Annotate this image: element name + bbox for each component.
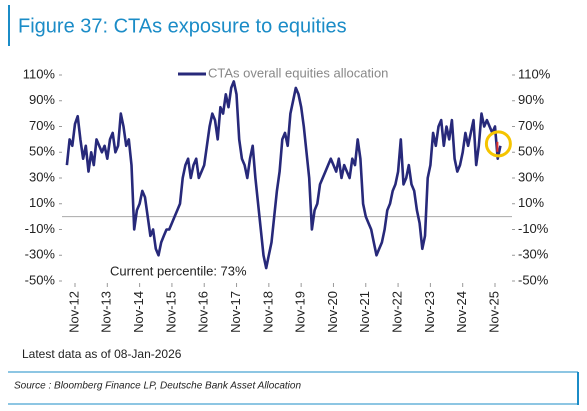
footnote: Latest data as of 08-Jan-2026 <box>22 347 182 361</box>
y2-tick-label: 90% <box>518 92 544 107</box>
y2-tick-label: 10% <box>518 195 544 210</box>
x-tick-label: Nov-21 <box>357 291 372 333</box>
x-tick-label: Nov-22 <box>390 291 405 333</box>
y-tick-label: 90% <box>29 92 55 107</box>
y2-tick-label: -50% <box>518 272 549 287</box>
annotation: Current percentile: 73% <box>110 263 247 278</box>
y-tick-label: 70% <box>29 118 55 133</box>
x-tick-label: Nov-18 <box>260 291 275 333</box>
x-tick-label: Nov-23 <box>422 291 437 333</box>
highlight-circle <box>484 130 512 158</box>
y-tick-label: 10% <box>29 195 55 210</box>
x-tick-label: Nov-25 <box>486 291 501 333</box>
y-tick-label: -50% <box>25 272 56 287</box>
y-tick-label: 50% <box>29 144 55 159</box>
y2-tick-label: -30% <box>518 247 549 262</box>
y2-tick-label: 70% <box>518 118 544 133</box>
y-tick-label: 30% <box>29 169 55 184</box>
y2-tick-label: 50% <box>518 144 544 159</box>
legend-label: CTAs overall equities allocation <box>208 65 388 80</box>
y2-tick-label: -10% <box>518 221 549 236</box>
series-line <box>65 80 502 270</box>
y2-tick-label: 30% <box>518 169 544 184</box>
y2-tick-label: 110% <box>518 66 551 81</box>
x-tick-label: Nov-15 <box>163 291 178 333</box>
x-tick-label: Nov-14 <box>131 291 146 333</box>
x-tick-label: Nov-12 <box>66 291 81 333</box>
chart-title: Figure 37: CTAs exposure to equities <box>18 15 347 37</box>
y-tick-label: 110% <box>23 66 56 81</box>
y-tick-label: -10% <box>25 221 56 236</box>
x-tick-label: Nov-17 <box>228 291 243 333</box>
x-tick-label: Nov-16 <box>196 291 211 333</box>
x-tick-label: Nov-24 <box>454 291 469 333</box>
x-tick-label: Nov-19 <box>293 291 308 333</box>
source: Source : Bloomberg Finance LP, Deutsche … <box>14 381 301 392</box>
x-tick-label: Nov-13 <box>99 291 114 333</box>
x-tick-label: Nov-20 <box>325 291 340 333</box>
y-tick-label: -30% <box>25 247 56 262</box>
